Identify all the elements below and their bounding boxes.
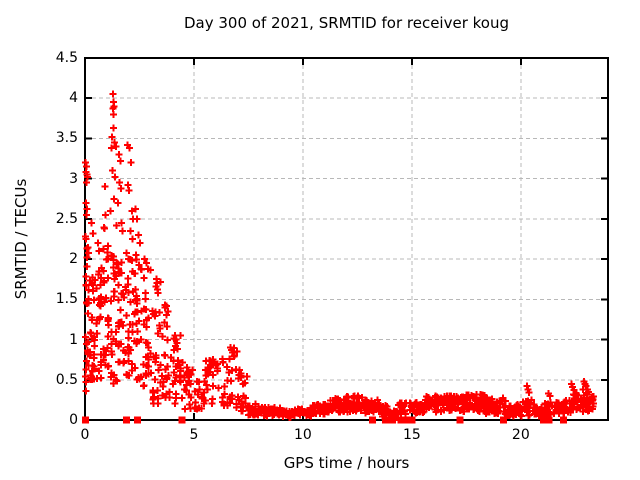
y-tick-label: 2.5 [55, 210, 78, 227]
x-tick-label: 0 [80, 427, 90, 443]
chart-title: Day 300 of 2021, SRMTID for receiver kou… [183, 14, 509, 32]
scatter-plus-markers [81, 90, 598, 421]
y-tick-label: 4 [69, 90, 78, 107]
y-tick-label: 3 [69, 170, 78, 187]
grid-lines [85, 58, 608, 420]
y-axis-label: SRMTID / TECUs [12, 178, 30, 300]
y-tick-label: 0.5 [55, 371, 78, 388]
x-tick-label: 15 [402, 427, 421, 443]
scatter-square-markers [81, 416, 567, 424]
y-tick-label: 2 [69, 251, 78, 268]
y-tick-label: 0 [69, 412, 78, 428]
y-tick-label: 3.5 [55, 130, 78, 147]
x-tick-label: 5 [189, 427, 199, 443]
y-tick-label: 1.5 [55, 291, 78, 308]
x-tick-label: 20 [511, 427, 530, 443]
x-axis-label: GPS time / hours [283, 454, 410, 472]
x-tick-label: 10 [293, 427, 312, 443]
y-tick-label: 4.5 [55, 50, 78, 66]
y-tick-label: 1 [69, 331, 78, 348]
